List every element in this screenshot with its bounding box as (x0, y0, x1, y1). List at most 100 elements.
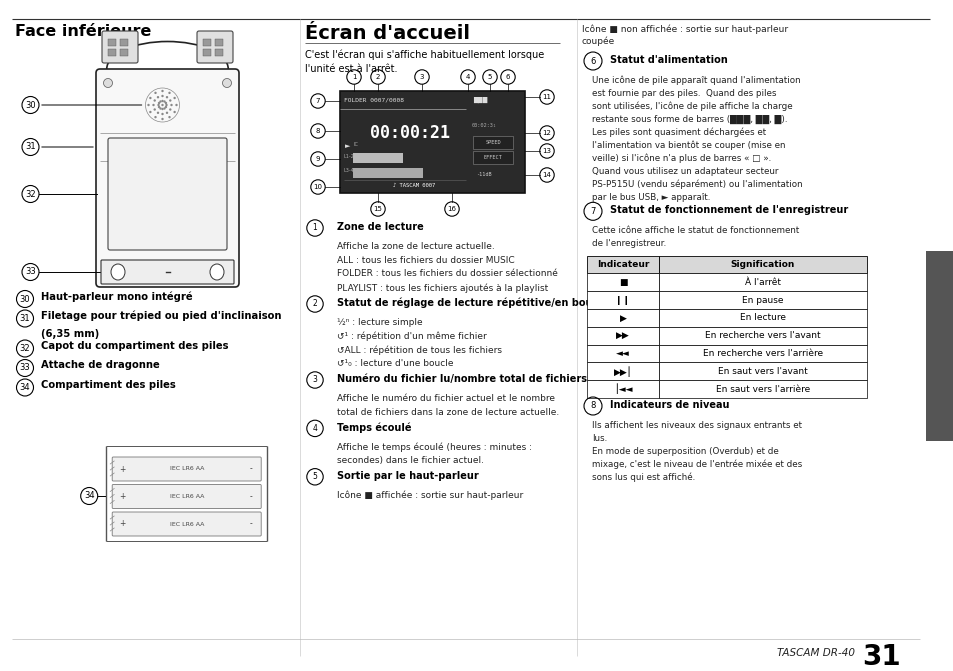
Text: ↺¹ : répétition d'un même fichier: ↺¹ : répétition d'un même fichier (336, 331, 486, 341)
Text: Filetage pour trépied ou pied d'inclinaison: Filetage pour trépied ou pied d'inclinai… (41, 311, 281, 321)
Text: FOLDER : tous les fichiers du dossier sélectionné: FOLDER : tous les fichiers du dossier sé… (336, 269, 558, 278)
Bar (659, 273, 866, 291)
Text: En pause: En pause (741, 296, 783, 305)
Text: 34: 34 (84, 491, 94, 501)
Text: Indicateur: Indicateur (597, 260, 648, 269)
Text: sont utilisées, l'icône de pile affiche la charge: sont utilisées, l'icône de pile affiche … (592, 102, 792, 111)
Text: Statut de fonctionnement de l'enregistreur: Statut de fonctionnement de l'enregistre… (609, 205, 847, 215)
Text: 7: 7 (590, 207, 595, 216)
Text: IEC LR6 AA: IEC LR6 AA (170, 494, 204, 499)
Text: lus.: lus. (592, 433, 607, 443)
Text: 11: 11 (542, 94, 551, 100)
Circle shape (222, 79, 232, 87)
Bar (214, 49, 223, 56)
Text: Les piles sont quasiment déchargées et: Les piles sont quasiment déchargées et (592, 127, 765, 138)
Circle shape (165, 106, 167, 108)
Text: Zone de lecture: Zone de lecture (336, 222, 423, 232)
Text: -11dB: -11dB (476, 172, 492, 178)
Text: 6: 6 (505, 74, 510, 80)
Text: secondes) dans le fichier actuel.: secondes) dans le fichier actuel. (336, 456, 483, 465)
Text: Compartiment des piles: Compartiment des piles (41, 380, 175, 390)
Circle shape (159, 101, 161, 103)
Bar (659, 345, 866, 362)
Bar (586, 362, 659, 380)
Circle shape (147, 104, 150, 106)
Bar (925, 251, 953, 441)
Text: 9: 9 (315, 156, 320, 162)
Bar (659, 327, 866, 345)
Text: -: - (250, 492, 253, 501)
Circle shape (166, 111, 168, 114)
Text: sons lus qui est affiché.: sons lus qui est affiché. (592, 473, 695, 482)
Circle shape (171, 104, 172, 106)
Bar (353, 168, 422, 178)
Text: 2: 2 (375, 74, 380, 80)
Circle shape (222, 264, 232, 274)
Text: 13: 13 (542, 148, 551, 154)
Text: À l'arrêt: À l'arrêt (744, 278, 781, 287)
Text: veille) si l'icône n'a plus de barres « □ ».: veille) si l'icône n'a plus de barres « … (592, 154, 770, 163)
Text: (6,35 mm): (6,35 mm) (41, 329, 99, 339)
Text: 6: 6 (590, 56, 595, 66)
Text: +: + (119, 492, 125, 501)
Text: L1-2: L1-2 (343, 154, 354, 160)
Text: En recherche vers l'arrière: En recherche vers l'arrière (702, 349, 822, 358)
Text: PS-P515U (vendu séparément) ou l'alimentation: PS-P515U (vendu séparément) ou l'aliment… (592, 180, 801, 189)
Ellipse shape (111, 264, 125, 280)
Bar (120, 49, 128, 56)
Ellipse shape (210, 264, 224, 280)
Bar (586, 327, 659, 345)
Bar (586, 273, 659, 291)
Text: ███: ███ (473, 97, 487, 103)
Circle shape (156, 111, 159, 114)
Circle shape (156, 96, 159, 99)
Circle shape (161, 95, 164, 97)
Circle shape (152, 104, 154, 106)
Text: -: - (250, 519, 253, 529)
Bar (659, 256, 866, 273)
Text: 30: 30 (20, 295, 30, 303)
Circle shape (165, 104, 168, 106)
Text: ▶▶⎮: ▶▶⎮ (613, 366, 632, 376)
Text: Une icône de pile apparaît quand l'alimentation: Une icône de pile apparaît quand l'alime… (592, 76, 800, 85)
Text: 1: 1 (313, 223, 317, 232)
Text: Affiche la zone de lecture actuelle.: Affiche la zone de lecture actuelle. (336, 242, 495, 251)
Circle shape (161, 104, 164, 106)
Text: Ils affichent les niveaux des signaux entrants et: Ils affichent les niveaux des signaux en… (592, 421, 801, 430)
Bar (473, 136, 513, 149)
Text: Affiche le temps écoulé (heures : minutes :: Affiche le temps écoulé (heures : minute… (336, 442, 532, 452)
Text: IEC LR6 AA: IEC LR6 AA (170, 466, 204, 472)
Text: Affiche le numéro du fichier actuel et le nombre: Affiche le numéro du fichier actuel et l… (336, 394, 555, 403)
Bar (473, 151, 513, 164)
Text: En lecture: En lecture (740, 313, 785, 322)
Text: Statut de réglage de lecture répétitive/en boucle: Statut de réglage de lecture répétitive/… (336, 298, 608, 308)
Circle shape (190, 140, 204, 154)
Text: Temps écoulé: Temps écoulé (336, 422, 411, 433)
Text: ❙❙: ❙❙ (615, 296, 630, 305)
Text: ⎮◄◄: ⎮◄◄ (613, 384, 632, 395)
Circle shape (166, 96, 168, 99)
Circle shape (157, 102, 160, 104)
Circle shape (173, 111, 175, 113)
Text: ◄◄: ◄◄ (616, 349, 629, 358)
Circle shape (168, 116, 171, 118)
Bar (214, 39, 223, 46)
Circle shape (103, 79, 112, 87)
Text: IEC LR6 AA: IEC LR6 AA (170, 521, 204, 527)
Text: ▶: ▶ (618, 313, 626, 322)
Text: l'alimentation va bientôt se couper (mise en: l'alimentation va bientôt se couper (mis… (592, 141, 784, 150)
Circle shape (163, 101, 166, 103)
Bar (120, 39, 128, 46)
Text: 8: 8 (590, 401, 595, 411)
Text: 10: 10 (314, 184, 322, 190)
FancyBboxPatch shape (112, 512, 261, 536)
Text: est fournie par des piles.  Quand des piles: est fournie par des piles. Quand des pil… (592, 89, 776, 98)
Bar (203, 49, 211, 56)
Text: En recherche vers l'avant: En recherche vers l'avant (704, 331, 820, 340)
Circle shape (153, 108, 155, 111)
Text: Face inférieure: Face inférieure (15, 24, 152, 39)
Text: 16: 16 (447, 206, 456, 212)
Text: 4: 4 (465, 74, 470, 80)
Bar (108, 39, 116, 46)
Text: ■: ■ (618, 278, 626, 287)
